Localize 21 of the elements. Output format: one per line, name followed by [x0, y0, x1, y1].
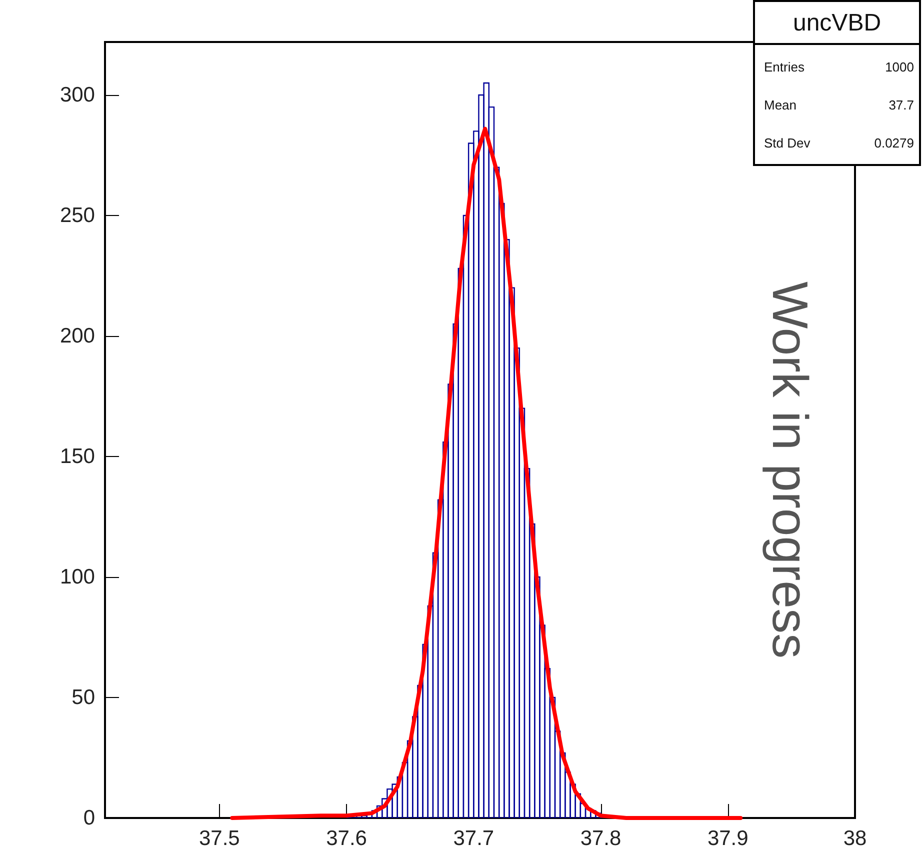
y-tick-label: 50: [72, 686, 95, 710]
y-tick-label: 150: [60, 445, 95, 468]
x-tick-label: 37.8: [580, 827, 622, 850]
text: 37.7: [888, 98, 914, 112]
annotation: Work in progress: [762, 282, 818, 658]
x-tick-label: 37.7: [453, 827, 494, 850]
annotation: Entries: [764, 60, 805, 74]
y-tick-label: 200: [60, 324, 95, 348]
x-tick-label: 37.6: [326, 827, 367, 850]
annotation: Std Dev: [764, 136, 811, 150]
chart-title: uncVBD: [792, 10, 882, 36]
y-tick-label: 100: [60, 566, 95, 589]
x-tick-label: 38: [843, 827, 867, 850]
y-tick-label: 250: [60, 204, 95, 228]
x-tick-label: 37.5: [198, 827, 240, 850]
y-tick-label: 0: [83, 806, 95, 830]
x-tick-label: 37.9: [707, 827, 748, 850]
text: 1000: [885, 60, 914, 74]
annotation: Mean: [764, 98, 797, 112]
text: 0.0279: [874, 136, 914, 150]
y-tick-label: 300: [60, 84, 95, 107]
